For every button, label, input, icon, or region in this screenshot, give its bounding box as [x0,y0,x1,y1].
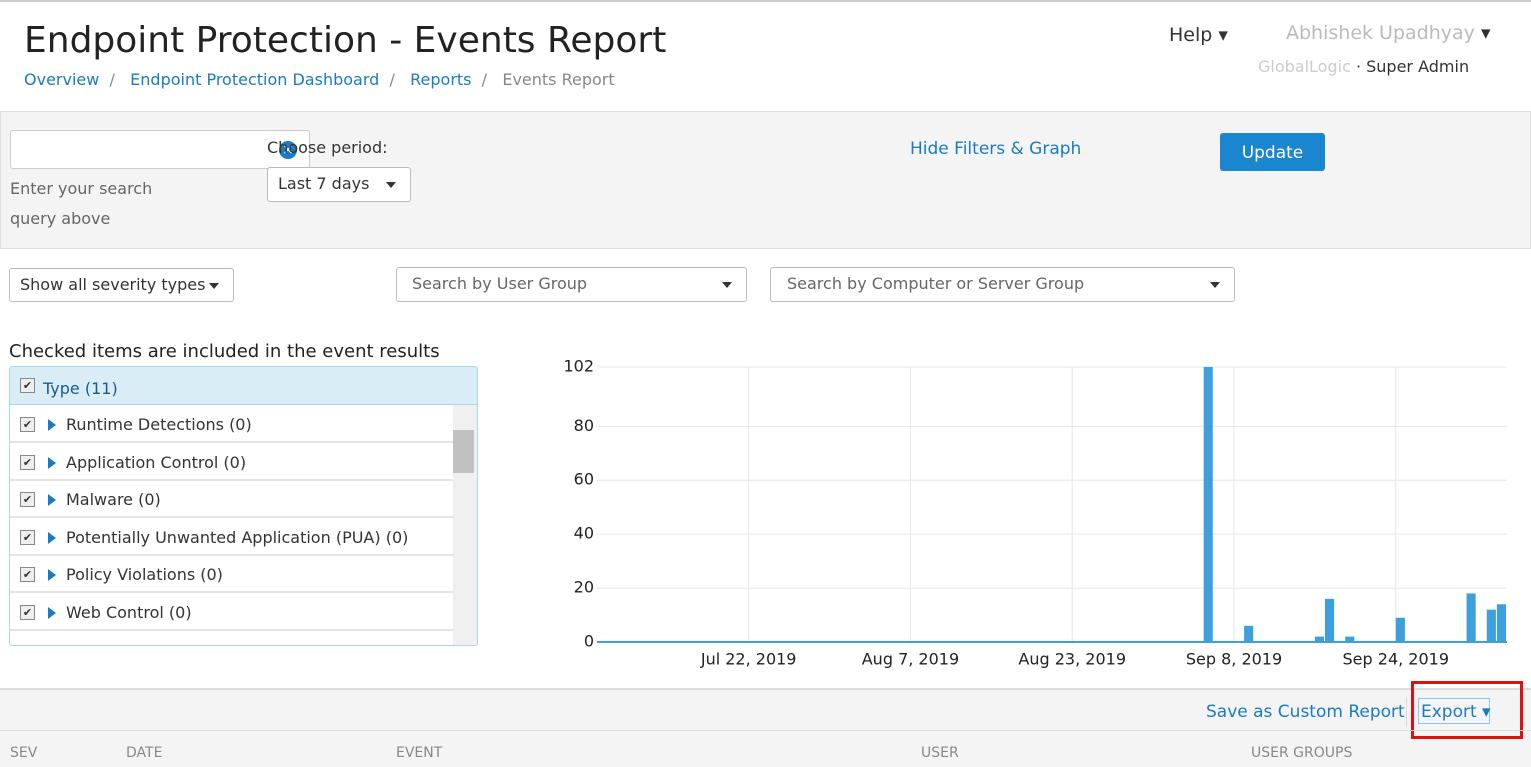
type-header[interactable]: ✔ Type (11) [10,367,477,405]
events-chart: 0 20 40 60 80 102 Jul 22, 2019 Aug 7, 2019 Aug 2… [563,357,1507,669]
user-role: GlobalLogic · Super Admin [1258,57,1470,76]
type-header-label: Type (11) [43,379,118,398]
y-tick-label: 0 [584,632,594,651]
checkbox[interactable]: ✔ [20,529,35,545]
scroll-thumb[interactable] [453,430,474,473]
breadcrumb-current: Events Report [502,70,615,89]
type-item[interactable]: ✔ Runtime Detections (0) [10,405,453,443]
org: GlobalLogic [1258,57,1351,76]
breadcrumb[interactable]: Overview [24,70,100,89]
header-divider [0,730,1531,731]
severity-select[interactable]: Show all severity types [9,268,234,302]
bar [1345,636,1355,642]
x-tick-label: Aug 7, 2019 [862,650,959,669]
bar [1325,598,1335,642]
bar [1314,636,1324,642]
top-border [0,0,1531,2]
expand-arrow[interactable] [48,569,62,581]
user-name: Abhishek Upadhyay [1286,22,1475,44]
column-header[interactable]: USER GROUPS [1251,745,1353,761]
checkbox[interactable]: ✔ [20,492,35,507]
bar [1395,617,1405,642]
highlight-box [1411,681,1523,739]
y-tick-label: 102 [563,357,594,376]
expand-arrow[interactable] [48,606,62,619]
checkbox[interactable]: ✔ [20,604,35,620]
y-tick-label: 80 [574,416,594,435]
column-header[interactable]: DATE [126,745,163,761]
update-button[interactable]: Update [1220,133,1325,171]
export-button[interactable]: Export ▾ [1418,698,1491,724]
type-item-label: Runtime Detections (0) [66,415,252,434]
expand-arrow[interactable] [48,456,62,469]
type-item-label: Potentially Unwanted Application (PUA) (… [66,527,409,547]
search-hint: Enter your search query above [10,179,153,228]
results-bar [0,688,1531,767]
type-item-label: Policy Violations (0) [66,565,223,584]
type-item-label: Malware (0) [66,490,161,509]
bar [1496,604,1506,642]
hide-filters-link[interactable]: Hide Filters & Graph [910,139,1082,159]
help-label: Help [1169,24,1213,46]
x-tick-label: Aug 23, 2019 [1018,650,1126,669]
bar [1244,625,1254,642]
checkbox[interactable]: ✔ [20,567,35,582]
period-select[interactable]: Last 7 days [267,167,411,202]
expand-arrow[interactable] [48,419,62,431]
page-title: Endpoint Protection - Events Report [24,20,667,61]
column-header[interactable]: EVENT [396,745,443,761]
computer-group-select[interactable]: Search by Computer or Server Group [770,267,1235,302]
x-tick-label: Jul 22, 2019 [700,650,797,669]
type-item[interactable]: ✔ Potentially Unwanted Application (PUA) … [10,518,453,556]
breadcrumb[interactable]: Endpoint Protection Dashboard [130,70,380,89]
column-header[interactable]: USER [921,745,959,761]
expand-arrow[interactable] [48,531,62,544]
export-label: Export [1421,702,1477,722]
type-items: ✔ Runtime Detections (0) ✔ Application Cont… [10,405,453,645]
checkbox[interactable]: ✔ [20,417,35,432]
x-tick-label: Sep 24, 2019 [1343,650,1450,669]
user-group-placeholder: Search by User Group [412,274,588,293]
search-input[interactable] [10,130,310,169]
type-item[interactable]: ✔ Policy Violations (0) [10,555,453,593]
type-item-label: Web Control (0) [66,602,192,622]
divider [1406,697,1407,727]
save-report-link[interactable]: Save as Custom Report [1206,702,1405,722]
computer-group-placeholder: Search by Computer or Server Group [787,274,1085,293]
type-item[interactable]: ✔ Application Control (0) [10,443,453,481]
expand-arrow[interactable] [48,494,62,506]
y-tick-label: 20 [574,578,594,597]
help-menu[interactable]: Help ▾ [1169,24,1228,46]
column-header[interactable]: SEV [10,745,38,761]
type-tree: ✔ Type (11) ✔ Runtime Detections (0) ✔ Appli… [9,366,478,646]
breadcrumbs: Overview / Endpoint Protection Dashboard… [24,70,615,89]
period-label: Choose period: [267,138,388,157]
type-item[interactable]: ✔ Malware (0) [10,480,453,518]
y-tick-label: 40 [574,524,594,543]
clear-button[interactable]: × [279,141,297,159]
severity-value: Show all severity types [20,275,206,294]
role: Super Admin [1366,57,1470,76]
type-item[interactable]: ✔ Web Control (0) [10,593,453,631]
user-menu[interactable]: Abhishek Upadhyay ▾ [1286,22,1491,44]
types-caption: Checked items are included in the event … [9,341,440,362]
breadcrumb[interactable]: Reports [410,70,472,89]
bar [1466,593,1476,642]
bar [1486,609,1496,642]
bar [1203,367,1213,642]
x-tick-label: Sep 8, 2019 [1186,650,1282,669]
checkbox[interactable]: ✔ [20,454,35,470]
user-group-select[interactable]: Search by User Group [396,267,747,302]
y-tick-label: 60 [574,470,594,489]
period-value: Last 7 days [278,174,370,193]
type-item-label: Application Control (0) [66,452,247,472]
